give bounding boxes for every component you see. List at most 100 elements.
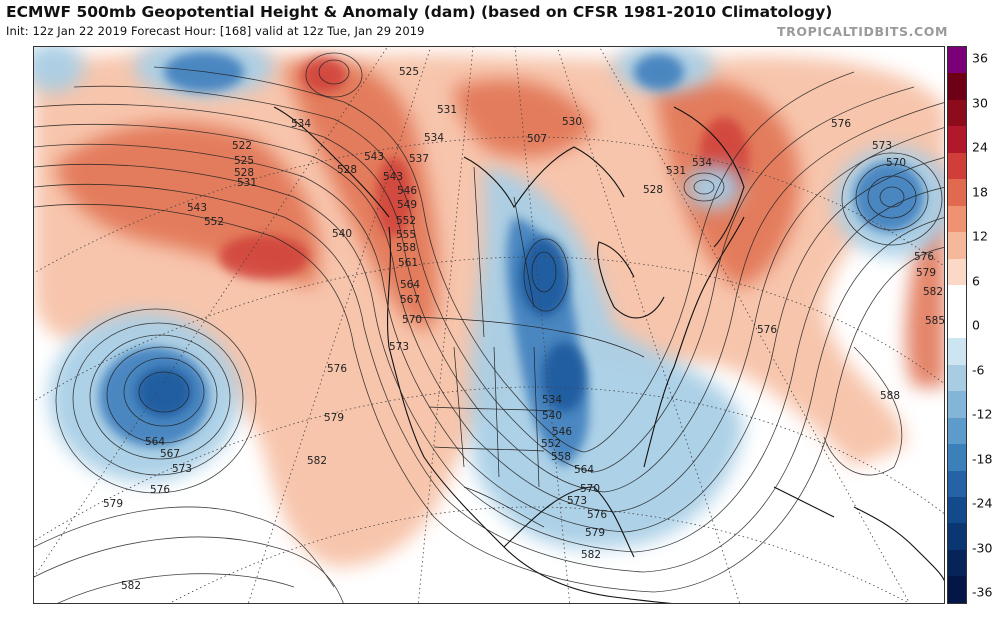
contour-label: 573 <box>389 341 409 353</box>
colorbar-segment <box>948 549 966 577</box>
contour-label: 507 <box>527 133 547 145</box>
contour-label: 579 <box>916 267 936 279</box>
anomaly-colorbar <box>947 46 967 604</box>
colorbar-segment <box>948 205 966 233</box>
contour-label: 543 <box>187 202 207 214</box>
map-panel: 525 531 534 537 530 507 522 525 528 531 … <box>33 46 945 604</box>
contour-label: 531 <box>666 165 686 177</box>
colorbar-label: 0 <box>972 317 980 333</box>
colorbar-labels: 36 30 24 18 12 6 0 -6 -12 -18 -24 -30 -36 <box>972 46 1000 604</box>
colorbar-segment <box>948 258 966 286</box>
contour-label: 573 <box>172 463 192 475</box>
colorbar-segment <box>948 152 966 180</box>
contour-label: 530 <box>562 116 582 128</box>
colorbar-label: 18 <box>972 184 988 199</box>
contour-label: 525 <box>234 155 254 167</box>
contour-label: 543 <box>383 171 403 183</box>
contour-label: 537 <box>409 153 429 165</box>
contour-label: 534 <box>542 394 562 406</box>
height-contours <box>34 52 944 603</box>
colorbar-segment <box>948 576 966 603</box>
contour-label: 534 <box>291 118 311 130</box>
contour-label: 579 <box>324 412 344 424</box>
contour-label: 564 <box>400 279 420 291</box>
colorbar-segment <box>948 417 966 445</box>
contour-label: 564 <box>574 464 594 476</box>
contour-label: 570 <box>886 157 906 169</box>
contour-label: 549 <box>397 199 417 211</box>
contour-label: 552 <box>204 216 224 228</box>
contour-label: 588 <box>880 390 900 402</box>
colorbar-segment <box>948 496 966 524</box>
contour-label: 564 <box>145 436 165 448</box>
colorbar-label: -30 <box>972 540 993 555</box>
colorbar-segment <box>948 364 966 392</box>
contour-label: 567 <box>160 448 180 460</box>
colorbar-segment <box>948 523 966 550</box>
contour-label: 546 <box>552 426 572 438</box>
contour-label: 528 <box>234 167 254 179</box>
colorbar-segment <box>948 232 966 259</box>
contour-label: 573 <box>872 140 892 152</box>
contour-label: 579 <box>585 527 605 539</box>
colorbar-segment <box>948 99 966 127</box>
contour-label: 534 <box>692 157 712 169</box>
colorbar-label: -6 <box>972 362 985 377</box>
colorbar-label: 12 <box>972 228 988 244</box>
colorbar-segment <box>948 391 966 418</box>
contour-label: 528 <box>643 184 663 196</box>
contour-label: 582 <box>307 455 327 467</box>
contour-label: 552 <box>541 438 561 450</box>
contour-label: 540 <box>542 410 562 422</box>
contour-label: 531 <box>237 177 257 189</box>
contour-label: 555 <box>396 229 416 241</box>
contour-label: 567 <box>400 294 420 306</box>
colorbar-segment <box>948 73 966 100</box>
forecast-info: Init: 12z Jan 22 2019 Forecast Hour: [16… <box>6 24 425 38</box>
colorbar-label: -24 <box>972 495 993 511</box>
chart-title: ECMWF 500mb Geopotential Height & Anomal… <box>6 3 833 21</box>
contour-label: 552 <box>396 215 416 227</box>
contour-label: 576 <box>831 118 851 130</box>
site-brand: TROPICALTIDBITS.COM <box>777 24 948 39</box>
contour-labels: 525 531 534 537 530 507 522 525 528 531 … <box>103 66 945 592</box>
colorbar-label: 24 <box>972 139 988 155</box>
contour-label: 525 <box>399 66 419 78</box>
contour-label: 573 <box>567 495 587 507</box>
contour-label: 582 <box>923 286 943 298</box>
borders <box>413 166 645 528</box>
contour-label: 570 <box>402 314 422 326</box>
colorbar-segment <box>948 338 966 365</box>
colorbar-segment <box>948 470 966 497</box>
contour-label: 576 <box>587 509 607 521</box>
colorbar-label: 30 <box>972 95 988 110</box>
contour-label: 582 <box>581 549 601 561</box>
contour-label: 582 <box>121 580 141 592</box>
colorbar-label: 36 <box>972 50 988 66</box>
colorbar-segment <box>948 444 966 471</box>
contour-label: 522 <box>232 140 252 152</box>
map-svg: 525 531 534 537 530 507 522 525 528 531 … <box>34 47 945 603</box>
coastlines <box>273 106 944 603</box>
colorbar-label: 6 <box>972 273 980 288</box>
contour-label: 546 <box>397 185 417 197</box>
colorbar-label: -18 <box>972 451 993 466</box>
contour-label: 540 <box>332 228 352 240</box>
colorbar-label: -36 <box>972 584 993 600</box>
colorbar-segment <box>948 311 966 339</box>
lat-lon-grid <box>34 47 944 603</box>
contour-label: 576 <box>327 363 347 375</box>
contour-label: 570 <box>580 483 600 495</box>
contour-label: 543 <box>364 151 384 163</box>
contour-label: 531 <box>437 104 457 116</box>
contour-label: 585 <box>925 315 945 327</box>
contour-label: 576 <box>150 484 170 496</box>
colorbar-segment <box>948 126 966 153</box>
contour-label: 534 <box>424 132 444 144</box>
contour-label: 576 <box>914 251 934 263</box>
contour-label: 579 <box>103 498 123 510</box>
contour-label: 561 <box>398 257 418 269</box>
colorbar-label: -12 <box>972 406 993 422</box>
contour-label: 558 <box>396 242 416 254</box>
colorbar-segment <box>948 179 966 206</box>
